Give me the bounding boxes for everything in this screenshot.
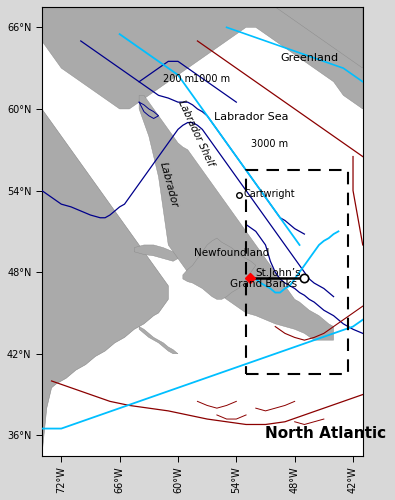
Text: 200 m: 200 m (164, 74, 194, 84)
Text: Grand Banks: Grand Banks (230, 279, 297, 289)
Text: North Atlantic: North Atlantic (265, 426, 386, 441)
Polygon shape (183, 238, 256, 300)
Polygon shape (42, 7, 168, 456)
Polygon shape (42, 7, 363, 109)
Text: Cartwright: Cartwright (243, 188, 295, 198)
Text: St.John’s: St.John’s (256, 268, 301, 278)
Text: Labrador Shelf: Labrador Shelf (176, 99, 215, 168)
Text: 1000 m: 1000 m (193, 74, 230, 84)
Polygon shape (275, 7, 363, 68)
Polygon shape (134, 245, 178, 262)
Text: 3000 m: 3000 m (251, 139, 288, 149)
Text: Labrador: Labrador (157, 161, 179, 209)
Text: Newfoundland: Newfoundland (194, 248, 269, 258)
Text: Labrador Sea: Labrador Sea (214, 112, 288, 122)
Polygon shape (139, 96, 333, 340)
Polygon shape (139, 326, 178, 354)
Text: Greenland: Greenland (280, 54, 339, 64)
